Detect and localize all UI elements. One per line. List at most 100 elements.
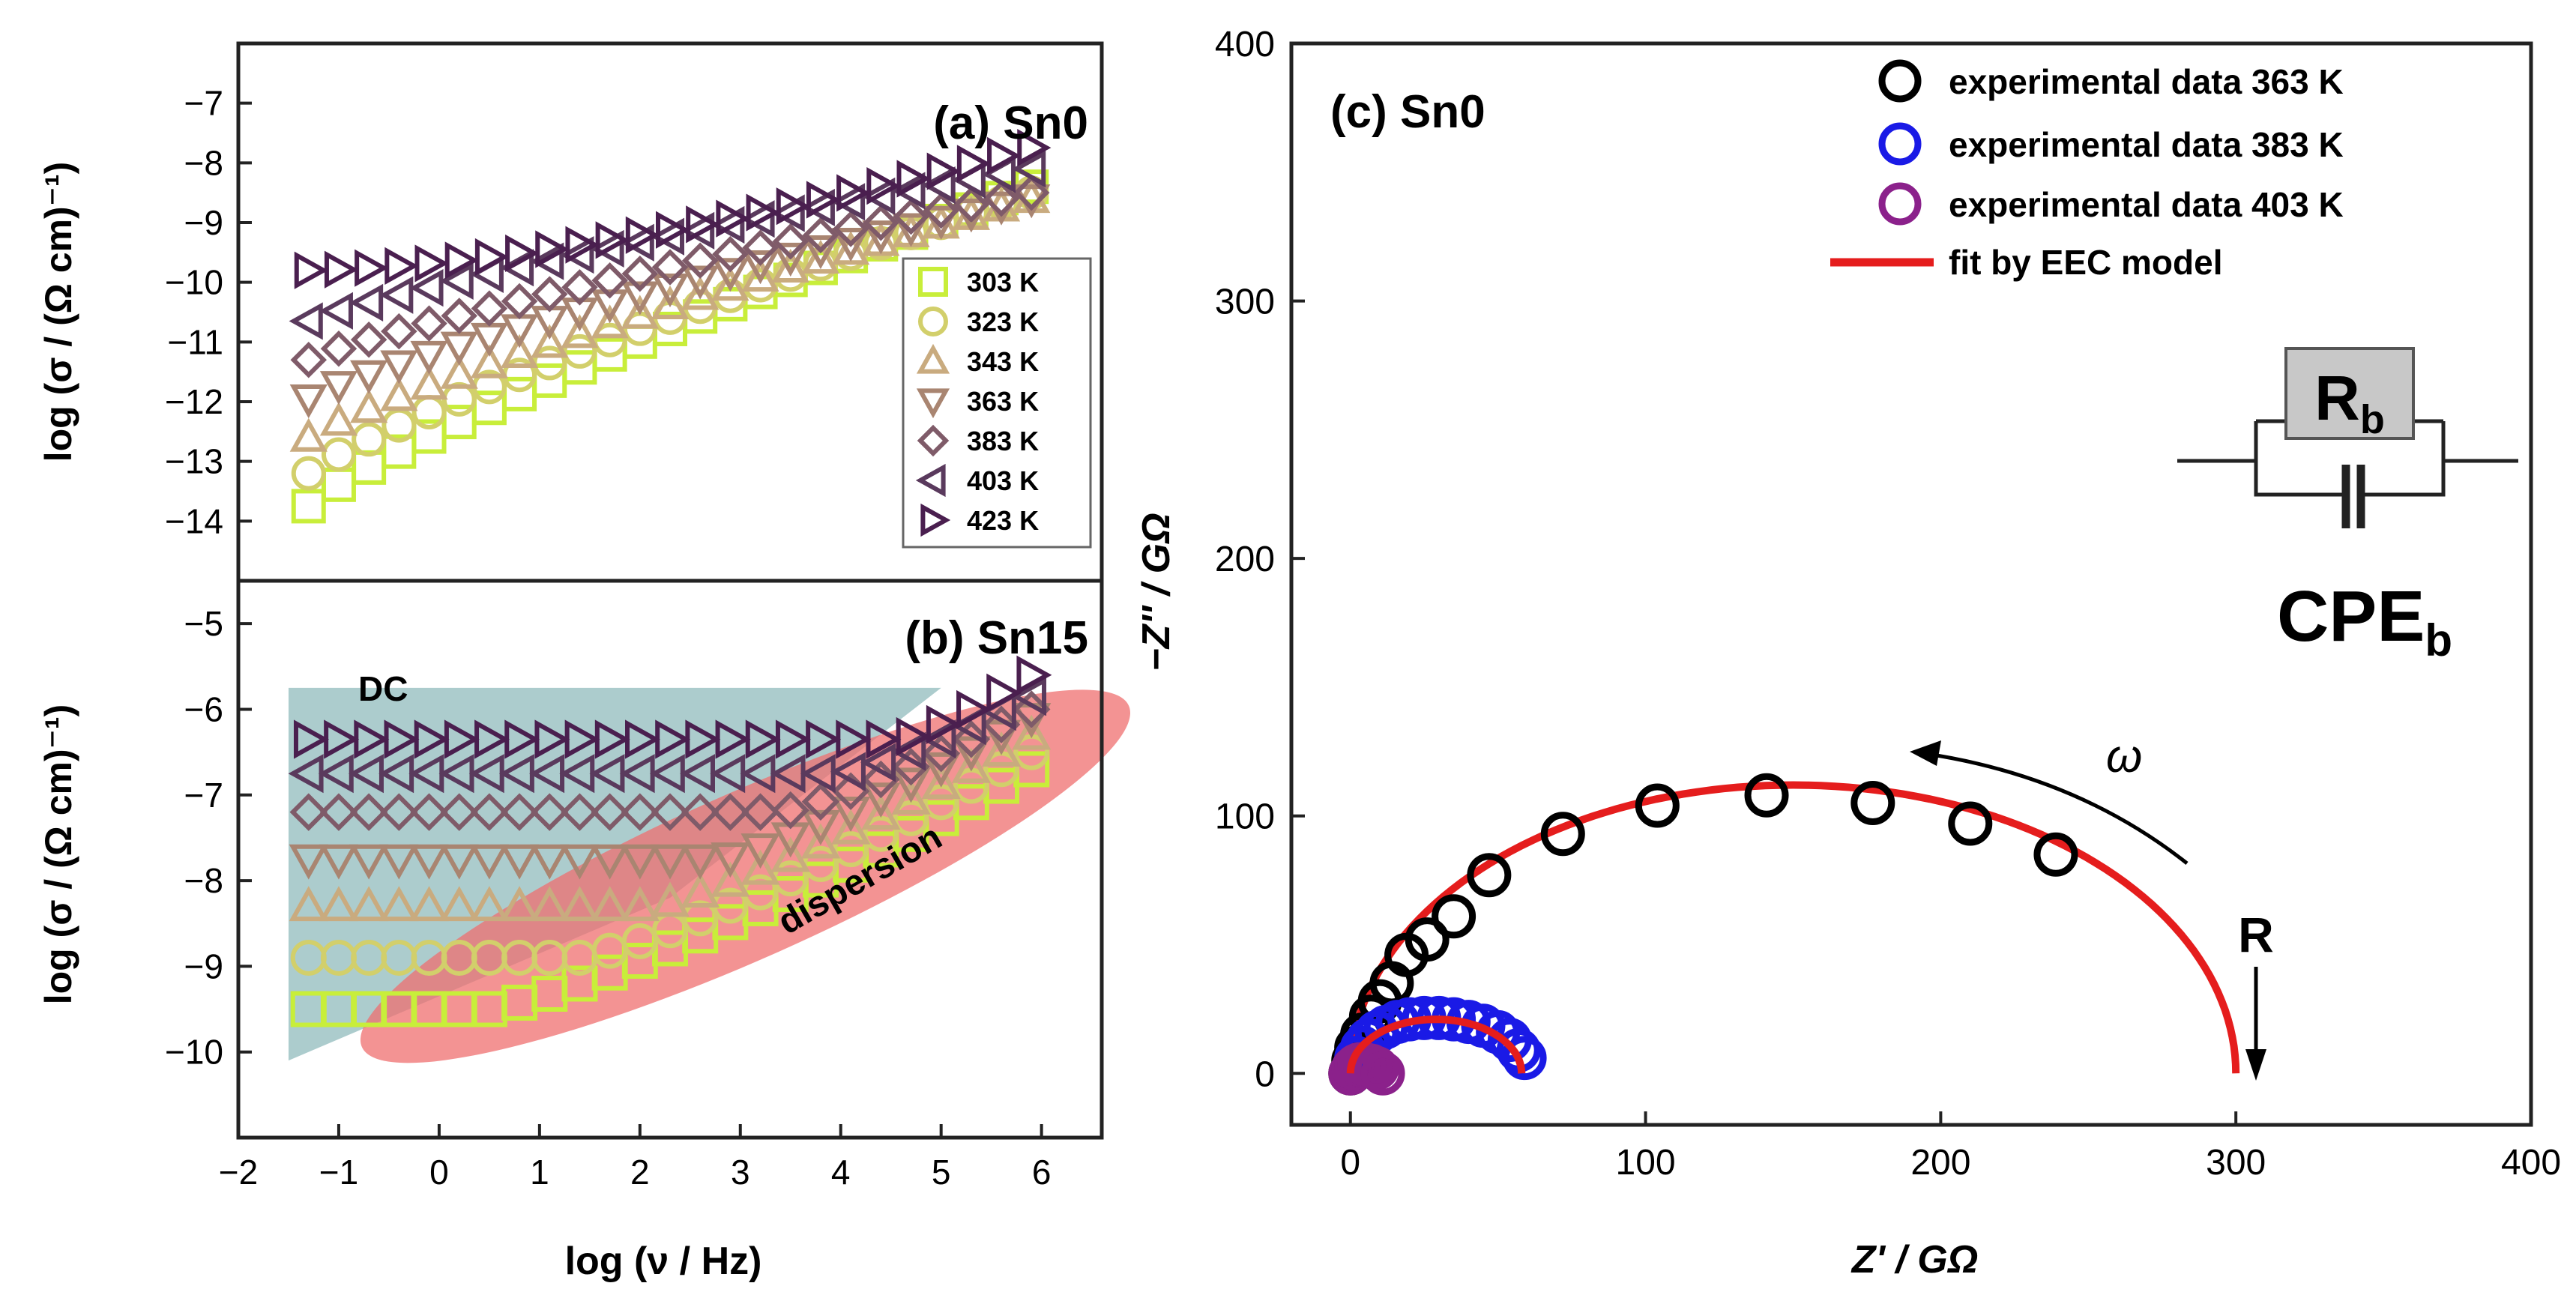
data-point xyxy=(956,145,992,183)
legend-marker-363k xyxy=(916,388,950,419)
y-tick-label: −7 xyxy=(184,84,223,123)
series-403k xyxy=(289,150,1046,340)
data-point xyxy=(711,258,749,292)
data-point xyxy=(775,719,811,759)
y-tick-label: −6 xyxy=(184,689,223,728)
data-point xyxy=(741,793,779,831)
data-point xyxy=(530,844,570,880)
data-point xyxy=(921,764,961,800)
y-tick-label: 400 xyxy=(1215,25,1275,64)
data-point xyxy=(319,886,359,922)
legend-marker-403 xyxy=(1878,182,1922,226)
data-point xyxy=(800,754,836,794)
data-point xyxy=(926,704,962,744)
data-point xyxy=(349,886,389,922)
series-403k xyxy=(288,677,1047,794)
data-point xyxy=(380,793,418,831)
y-tick-label: −5 xyxy=(184,604,223,643)
data-point xyxy=(921,752,961,788)
legend-marker-363 xyxy=(1878,59,1922,103)
r-marker-arrowhead xyxy=(2245,1049,2266,1081)
data-point xyxy=(470,793,509,831)
omega-label: ω xyxy=(2106,731,2142,782)
data-point xyxy=(499,844,540,880)
x-tick-label: 100 xyxy=(1616,1143,1676,1183)
data-point xyxy=(474,238,510,277)
data-point xyxy=(439,262,474,300)
data-point xyxy=(740,849,780,885)
data-point xyxy=(1016,655,1052,695)
data-point xyxy=(711,267,749,301)
series-423k xyxy=(293,655,1052,759)
data-point xyxy=(531,276,568,313)
fit-curve-overlay xyxy=(1346,1015,1526,1074)
x-tick-label: −1 xyxy=(319,1153,358,1192)
data-point xyxy=(745,719,781,759)
data-point xyxy=(355,249,389,287)
data-point xyxy=(620,223,654,262)
data-point xyxy=(1948,801,1993,846)
data-point xyxy=(321,437,356,472)
data-point xyxy=(530,886,570,922)
series-383k xyxy=(289,690,1051,831)
data-point xyxy=(891,779,931,815)
data-point xyxy=(440,354,478,389)
data-point xyxy=(590,844,630,880)
data-point xyxy=(591,793,629,831)
data-point xyxy=(621,923,658,959)
data-point xyxy=(1012,150,1046,188)
panel-b-ylabel: log (σ / (Ω cm)⁻¹) xyxy=(37,704,79,1005)
data-point xyxy=(711,842,750,878)
x-tick-label: −2 xyxy=(219,1153,258,1192)
data-point xyxy=(1354,1045,1399,1090)
data-point xyxy=(1635,783,1680,828)
legend-marker-383k xyxy=(917,424,950,457)
x-tick-label: 0 xyxy=(429,1153,449,1192)
data-point xyxy=(561,314,599,348)
data-point xyxy=(681,793,720,831)
data-point xyxy=(591,304,629,339)
x-tick-label: 300 xyxy=(2206,1143,2266,1183)
data-point xyxy=(349,793,388,831)
y-tick-label: −14 xyxy=(165,501,223,540)
data-point xyxy=(1405,917,1450,962)
omega-arrowhead xyxy=(1910,740,1941,766)
data-point xyxy=(289,417,328,452)
y-tick-label: 300 xyxy=(1215,283,1275,322)
data-point xyxy=(800,823,841,859)
data-point xyxy=(1012,714,1052,750)
legend-label: 383 K xyxy=(967,426,1039,456)
data-point xyxy=(531,324,569,358)
data-point xyxy=(1744,773,1789,818)
omega-arrow xyxy=(1922,751,2189,865)
x-tick-label: 4 xyxy=(831,1153,851,1192)
data-point xyxy=(560,886,600,922)
x-tick-label: 0 xyxy=(1340,1143,1360,1183)
y-tick-label: −8 xyxy=(184,861,223,900)
data-point xyxy=(892,213,930,247)
data-point xyxy=(439,844,479,880)
data-point xyxy=(926,152,961,190)
data-point xyxy=(802,217,839,254)
data-point xyxy=(987,136,1022,175)
data-point xyxy=(319,371,358,405)
y-tick-label: −8 xyxy=(184,143,223,182)
data-point xyxy=(291,489,326,524)
data-point xyxy=(1467,853,1512,898)
y-tick-label: 0 xyxy=(1255,1054,1275,1094)
data-point xyxy=(474,719,510,759)
data-point xyxy=(801,235,840,270)
y-tick-label: −10 xyxy=(165,263,223,302)
data-point xyxy=(2033,832,2078,877)
y-tick-label: −9 xyxy=(184,203,223,242)
data-point xyxy=(711,793,749,831)
legend-label: 303 K xyxy=(967,267,1039,298)
data-point xyxy=(896,716,932,757)
panel-b-title: (b) Sn15 xyxy=(905,612,1088,664)
data-point xyxy=(981,731,1022,767)
data-point xyxy=(594,719,630,759)
data-point xyxy=(592,322,627,357)
legend-label: 323 K xyxy=(967,307,1039,337)
data-point xyxy=(350,322,387,358)
data-point xyxy=(801,239,840,274)
